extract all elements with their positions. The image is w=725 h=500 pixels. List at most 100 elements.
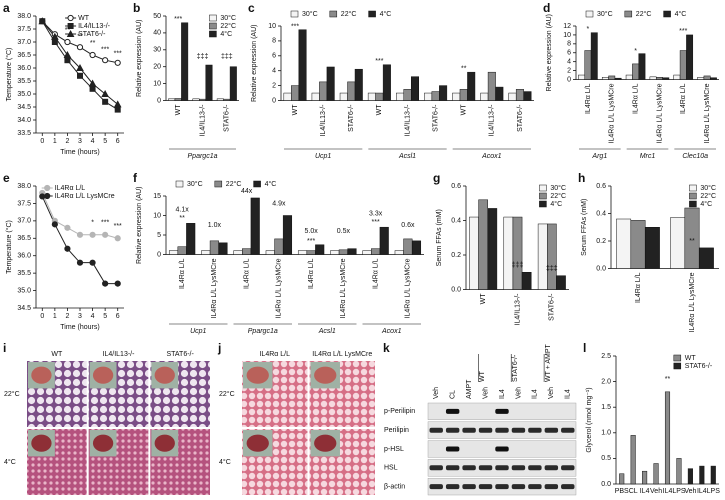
tissue-photo [246, 366, 269, 384]
bar [233, 250, 243, 255]
bar [630, 435, 636, 485]
x-tick-label: IL4/IL13-/- [320, 104, 327, 137]
y-tick-label: 37.0 [17, 39, 31, 46]
blot-band [511, 427, 526, 433]
bar [297, 250, 308, 255]
x-tick-label: WT [480, 293, 487, 305]
bar [459, 89, 468, 101]
y-tick-label: 12 [563, 23, 571, 30]
bar [655, 77, 663, 80]
x-tick-label: IL4Rα L/L [372, 258, 379, 289]
panel-letter: j [217, 341, 221, 355]
group-label: Acox1 [381, 328, 402, 335]
bar [410, 76, 419, 101]
x-tick-label: IL4/IL13-/- [514, 293, 521, 326]
column-label: IL4Rα L/L LysMCre [312, 351, 372, 358]
y-tick-label: 38.0 [17, 13, 31, 20]
panel-letter: e [3, 171, 10, 185]
bar [174, 98, 182, 101]
marker [64, 38, 71, 46]
group-label: Ppargc1a [248, 328, 278, 335]
bar [291, 85, 300, 101]
panel-letter: l [583, 341, 586, 355]
bar [547, 223, 557, 290]
tissue-photo [314, 434, 337, 452]
bar [411, 240, 422, 255]
legend-label: 4°C [550, 200, 562, 208]
legend-swatch [689, 184, 697, 192]
bar [584, 50, 592, 80]
x-tick-label: IL4Rα L/L LysMCre [211, 258, 218, 318]
y-tick-label: 10 [153, 80, 161, 87]
chart-panel: c 0 2 4 6 8 10 Relative expression (AU) 30°C 22°C… [248, 1, 534, 160]
panel-letter: d [543, 1, 550, 15]
y-tick-label: 0.0 [601, 481, 611, 488]
y-tick-label: 37.5 [17, 26, 31, 33]
bar [330, 250, 340, 255]
lane-label: Veh [433, 387, 440, 399]
legend-swatch [663, 10, 671, 18]
bar [495, 86, 504, 101]
panel-letter: i [3, 341, 6, 355]
marker [101, 89, 109, 97]
tissue-photo [314, 366, 337, 384]
marker [114, 280, 121, 287]
annotation: 4.9x [272, 201, 286, 208]
blot-band [495, 408, 509, 414]
marker [51, 221, 58, 228]
marker [89, 51, 96, 59]
bar [229, 66, 237, 101]
x-tick-label: STAT6-/- [517, 104, 524, 132]
annotation: *** [101, 47, 109, 54]
bar [354, 68, 363, 101]
y-tick-label: 30 [153, 47, 161, 54]
group-label: Ppargc1a [188, 153, 218, 160]
bar [508, 92, 517, 101]
legend-label: 30°C [187, 180, 203, 188]
blot-band [511, 465, 526, 471]
bar [403, 89, 412, 101]
x-tick-label: 4 [91, 313, 95, 320]
bar [181, 22, 189, 101]
bar [523, 91, 532, 101]
x-tick-label: IL4Rα L/L [632, 83, 639, 114]
x-tick-label: 4 [91, 138, 95, 145]
group-label: Acox1 [481, 153, 502, 160]
y-tick-label: 0.0 [596, 265, 606, 272]
bar [265, 250, 275, 255]
legend-swatch [539, 184, 547, 192]
legend-swatch [673, 354, 682, 362]
lane-label: IL4 [532, 389, 539, 399]
blot-band [462, 484, 476, 490]
lane-label: Veh [515, 387, 522, 399]
x-tick-label: LPS [672, 488, 686, 495]
y-tick-label: 37.0 [17, 218, 31, 225]
marker [76, 231, 84, 238]
legend-marker [67, 23, 74, 29]
legend-swatch [624, 10, 633, 18]
bar [347, 248, 357, 255]
y-axis-label: Relative expression (AU) [251, 25, 258, 102]
tissue-photo [31, 434, 52, 452]
y-tick-label: 35.0 [17, 91, 31, 98]
protein-label: p-HSL [384, 446, 404, 453]
row-label: 4°C [219, 458, 231, 466]
x-tick-label: 2 [65, 313, 69, 320]
y-tick-label: 33.5 [17, 130, 31, 137]
y-tick-label: 10 [268, 23, 276, 30]
marker [114, 106, 121, 113]
y-axis-label: Temperature (°C) [5, 48, 13, 102]
x-tick-label: WT [461, 104, 468, 116]
bar [274, 238, 284, 255]
annotation: 44x [241, 188, 253, 195]
tissue-photo [154, 434, 175, 452]
blot-band [445, 465, 460, 471]
x-tick-label: IL4/IL13-/- [489, 104, 496, 137]
legend-label: WT [78, 15, 90, 22]
tissue-photo [246, 434, 269, 452]
y-axis-label: Glycerol (nmol mg⁻¹) [586, 387, 593, 452]
marker [64, 57, 71, 64]
annotation: *** [307, 238, 315, 245]
y-tick-label: 35.5 [17, 78, 31, 85]
bar [306, 250, 316, 255]
